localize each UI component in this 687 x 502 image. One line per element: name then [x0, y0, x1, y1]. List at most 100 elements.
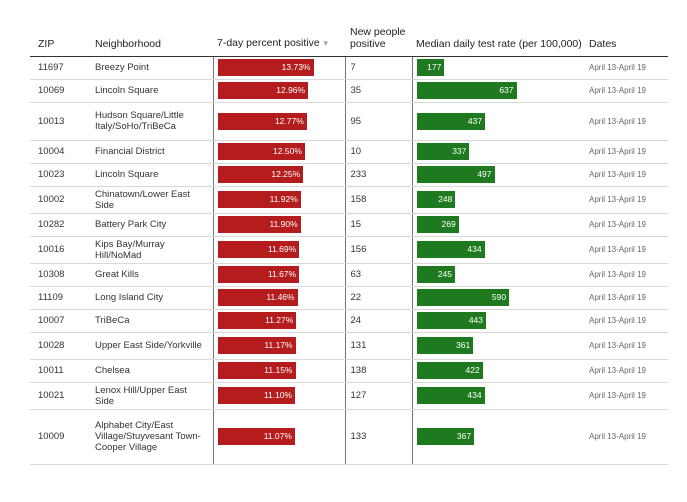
people-cell: 233 [344, 163, 412, 187]
rate-value: 12.50% [273, 146, 302, 156]
rate-value: 11.17% [264, 340, 293, 350]
table-row[interactable]: 10007 TriBeCa 11.27% 24 443 April 13-April 19 [30, 309, 668, 333]
header-row: ZIP Neighborhood 7-day percent positive ▼… [30, 8, 668, 57]
test-rate-bar: 337 [416, 143, 470, 160]
dates-cell: April 13-April 19 [585, 409, 668, 465]
dates-cell: April 13-April 19 [585, 186, 668, 214]
neighborhood-cell: Kips Bay/Murray Hill/NoMad [87, 236, 213, 264]
test-rate-cell: 245 [411, 263, 585, 287]
people-cell: 127 [344, 382, 412, 410]
table-row[interactable]: 11109 Long Island City 11.46% 22 590 April 13… [30, 286, 668, 310]
test-rate-bar: 497 [416, 166, 495, 183]
rate-value: 11.15% [264, 365, 293, 375]
rate-bar: 11.92% [217, 191, 301, 208]
rate-bar: 11.90% [217, 216, 301, 233]
rate-cell: 11.92% [212, 186, 345, 214]
test-rate-cell: 434 [411, 236, 585, 264]
rate-cell: 11.10% [212, 382, 345, 410]
rate-bar: 11.17% [217, 337, 296, 354]
zip-cell: 10023 [30, 163, 87, 187]
people-cell: 24 [344, 309, 412, 333]
test-rate-value: 437 [467, 115, 483, 126]
test-rate-bar: 361 [416, 337, 474, 354]
rate-cell: 12.25% [212, 163, 345, 187]
test-rate-bar: 437 [416, 112, 486, 130]
test-rate-bar: 177 [416, 59, 445, 76]
zip-cell: 10016 [30, 236, 87, 264]
test-rate-cell: 361 [411, 332, 585, 360]
rate-bar: 13.73% [217, 59, 314, 76]
test-rate-value: 590 [491, 292, 507, 302]
test-rate-value: 434 [467, 390, 482, 400]
rate-bar: 11.15% [217, 362, 296, 379]
table-row[interactable]: 10016 Kips Bay/Murray Hill/NoMad 11.69% 156… [30, 236, 668, 264]
test-rate-cell: 337 [411, 140, 585, 164]
rate-bar: 12.96% [217, 82, 309, 99]
rate-bar: 11.07% [217, 428, 295, 445]
rate-cell: 11.27% [212, 309, 345, 333]
table-row[interactable]: 10308 Great Kills 11.67% 63 245 April 13-Apri… [30, 263, 668, 287]
zip-cell: 10004 [30, 140, 87, 164]
test-rate-cell: 637 [411, 79, 585, 103]
rate-bar: 11.67% [217, 266, 300, 283]
table-row[interactable]: 10021 Lenox Hill/Upper East Side 11.10% 127… [30, 382, 668, 410]
dates-cell: April 13-April 19 [585, 309, 668, 333]
people-cell: 35 [344, 79, 412, 103]
rate-cell: 11.46% [212, 286, 345, 310]
table-row[interactable]: 10069 Lincoln Square 12.96% 35 637 April 13-A… [30, 79, 668, 103]
column-header-dates[interactable]: Dates [585, 8, 668, 57]
column-header-rate[interactable]: 7-day percent positive ▼ [213, 8, 345, 57]
dates-cell: April 13-April 19 [585, 286, 668, 310]
table-row[interactable]: 10028 Upper East Side/Yorkville 11.17% 131 3… [30, 332, 668, 360]
neighborhood-cell: Upper East Side/Yorkville [87, 332, 213, 360]
table-row[interactable]: 10004 Financial District 12.50% 10 337 April … [30, 140, 668, 164]
zip-cell: 10282 [30, 213, 87, 237]
rate-value: 11.27% [265, 315, 294, 325]
sort-down-icon[interactable]: ▼ [321, 38, 330, 48]
table-row[interactable]: 10023 Lincoln Square 12.25% 233 497 April 13-… [30, 163, 668, 187]
test-rate-cell: 248 [411, 186, 585, 214]
table-row[interactable]: 10002 Chinatown/Lower East Side 11.92% 158 2… [30, 186, 668, 214]
column-header-neighborhood[interactable]: Neighborhood [87, 8, 213, 57]
dates-cell: April 13-April 19 [585, 102, 668, 141]
test-rate-bar: 443 [416, 312, 486, 329]
table-row[interactable]: 10011 Chelsea 11.15% 138 422 April 13-April 1… [30, 359, 668, 383]
neighborhood-cell: Chelsea [87, 359, 213, 383]
rate-value: 11.46% [266, 292, 295, 302]
table-row[interactable]: 10013 Hudson Square/Little Italy/SoHo/Tri… [30, 102, 668, 141]
rate-value: 12.96% [276, 85, 306, 95]
zip-cell: 10002 [30, 186, 87, 214]
rate-cell: 11.69% [212, 236, 345, 264]
people-cell: 15 [344, 213, 412, 237]
column-header-zip[interactable]: ZIP [30, 8, 87, 57]
rate-cell: 11.15% [212, 359, 345, 383]
test-rate-value: 245 [437, 269, 452, 279]
people-cell: 156 [344, 236, 412, 264]
zip-cell: 10028 [30, 332, 87, 360]
table-body: 11697 Breezy Point 13.73% 7 177 April 13-Apri… [30, 56, 668, 465]
rate-value: 12.25% [271, 169, 301, 179]
rate-cell: 12.50% [212, 140, 345, 164]
dates-cell: April 13-April 19 [585, 263, 668, 287]
table-row[interactable]: 11697 Breezy Point 13.73% 7 177 April 13-Apri… [30, 56, 668, 80]
rate-value: 11.92% [269, 194, 298, 204]
rate-bar: 11.10% [217, 387, 296, 404]
people-cell: 158 [344, 186, 412, 214]
zip-cell: 10013 [30, 102, 87, 141]
people-cell: 63 [344, 263, 412, 287]
neighborhood-cell: Battery Park City [87, 213, 213, 237]
neighborhood-cell: Lincoln Square [87, 79, 213, 103]
rate-cell: 12.96% [212, 79, 345, 103]
neighborhood-cell: Lenox Hill/Upper East Side [87, 382, 213, 410]
table-row[interactable]: 10282 Battery Park City 11.90% 15 269 April 1… [30, 213, 668, 237]
dates-cell: April 13-April 19 [585, 140, 668, 164]
column-header-people[interactable]: New people positive [345, 8, 412, 57]
column-header-test-rate[interactable]: Median daily test rate (per 100,000) [412, 8, 585, 57]
neighborhood-cell: Chinatown/Lower East Side [87, 186, 213, 214]
zip-cell: 10308 [30, 263, 87, 287]
test-rate-cell: 497 [411, 163, 585, 187]
table-row[interactable]: 10009 Alphabet City/East Village/Stuyvesa… [30, 409, 668, 465]
dates-cell: April 13-April 19 [585, 56, 668, 80]
neighborhood-cell: Lincoln Square [87, 163, 213, 187]
rate-value: 11.07% [263, 431, 292, 441]
